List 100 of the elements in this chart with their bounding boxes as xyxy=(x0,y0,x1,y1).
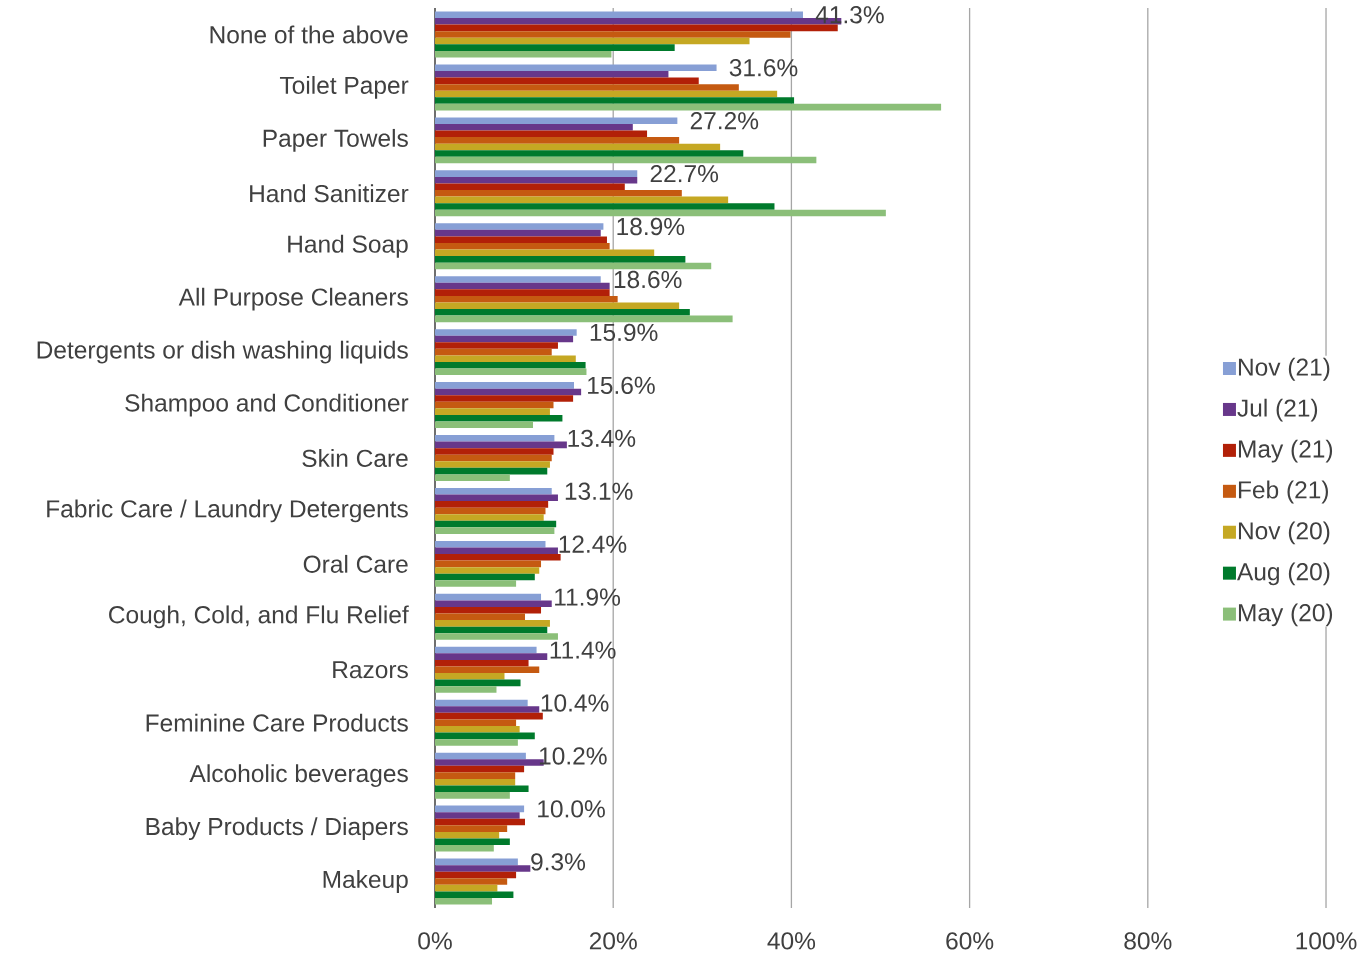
bar xyxy=(435,130,648,138)
x-tick-label: 80% xyxy=(1124,932,1172,950)
bar xyxy=(435,348,552,356)
bar xyxy=(435,865,531,872)
bar xyxy=(435,249,655,257)
bar xyxy=(435,792,510,799)
bar xyxy=(435,567,540,574)
y-tick-label: Hand Sanitizer xyxy=(250,184,409,203)
bar xyxy=(435,825,508,832)
bar xyxy=(435,726,520,733)
data-label: 10.2% xyxy=(539,747,607,765)
data-label: 9.3% xyxy=(531,853,586,871)
bar xyxy=(435,507,546,515)
bar xyxy=(435,137,680,144)
y-tick-label: Paper Towels xyxy=(263,128,408,152)
bar xyxy=(435,24,838,32)
data-label: 41.3% xyxy=(815,6,884,24)
legend-label: Nov (21) xyxy=(1238,357,1330,381)
y-tick-label: None of the above xyxy=(210,25,408,44)
bar xyxy=(435,435,555,442)
bar xyxy=(435,302,680,310)
bar xyxy=(435,236,607,243)
bar xyxy=(435,765,525,773)
bar xyxy=(435,50,612,58)
bar xyxy=(435,573,535,581)
y-tick-label: Hand Soap xyxy=(288,234,408,258)
bar xyxy=(435,613,525,621)
y-tick-label: Cough, Cold, and Flu Relief xyxy=(109,605,409,629)
bar xyxy=(435,401,554,409)
bar xyxy=(435,388,582,396)
data-label: 12.4% xyxy=(559,535,627,553)
bar xyxy=(435,335,574,343)
bar xyxy=(435,203,775,210)
data-label: 15.9% xyxy=(590,323,658,342)
bar xyxy=(435,11,803,19)
bar xyxy=(435,540,546,548)
bar xyxy=(435,527,555,534)
bar xyxy=(435,37,750,45)
bar xyxy=(435,785,529,793)
bar xyxy=(435,739,518,746)
bar xyxy=(435,31,791,38)
bar xyxy=(435,223,604,230)
bar xyxy=(435,871,517,879)
x-tick-label: 60% xyxy=(946,932,994,950)
bar xyxy=(435,897,493,905)
x-tick-label: 40% xyxy=(767,932,816,950)
data-label: 27.2% xyxy=(690,112,759,130)
bar xyxy=(435,183,625,191)
bar xyxy=(435,368,587,376)
legend-label: Aug (20) xyxy=(1237,562,1330,586)
bar xyxy=(435,633,558,640)
bar xyxy=(435,156,817,164)
bar xyxy=(435,262,712,270)
bar xyxy=(435,593,542,601)
bar xyxy=(435,342,558,349)
y-tick-label: Fabric Care / Laundry Detergents xyxy=(47,499,408,523)
bar xyxy=(435,659,529,667)
bar xyxy=(435,520,557,528)
y-tick-label: All Purpose Cleaners xyxy=(178,287,408,311)
data-label: 18.9% xyxy=(617,217,685,236)
x-tick-label: 20% xyxy=(589,932,637,950)
bar xyxy=(435,44,675,51)
bar xyxy=(435,554,561,561)
x-tick-label: 100% xyxy=(1296,932,1357,950)
bar xyxy=(435,699,528,707)
bar xyxy=(435,514,544,521)
bar xyxy=(435,626,548,634)
bar xyxy=(435,441,567,449)
data-label: 11.9% xyxy=(555,588,620,606)
bar xyxy=(435,845,494,852)
bar xyxy=(435,315,733,323)
bar xyxy=(435,414,563,422)
bar xyxy=(435,196,729,204)
bar xyxy=(435,361,586,369)
data-label: 22.7% xyxy=(650,164,719,183)
legend-label: Nov (20) xyxy=(1238,521,1330,545)
bar xyxy=(435,143,721,151)
bar xyxy=(435,309,690,316)
bar xyxy=(435,620,550,627)
bar xyxy=(435,209,886,217)
x-tick-label: 0% xyxy=(418,932,452,950)
y-tick-label: Feminine Care Products xyxy=(146,713,408,732)
bar xyxy=(435,467,548,475)
bar xyxy=(435,487,552,495)
bar xyxy=(435,123,633,131)
bar xyxy=(435,884,498,892)
data-label: 13.1% xyxy=(565,482,633,500)
bar xyxy=(435,732,535,740)
legend-label: May (21) xyxy=(1238,439,1333,463)
bar xyxy=(435,501,549,508)
y-tick-label: Makeup xyxy=(323,870,408,893)
bar xyxy=(435,474,510,481)
bar xyxy=(435,878,508,885)
bar xyxy=(435,97,795,104)
bar xyxy=(435,580,517,587)
data-label: 10.0% xyxy=(538,800,605,818)
bar xyxy=(435,606,542,614)
bar xyxy=(435,891,514,898)
bar xyxy=(435,679,521,687)
bar xyxy=(435,812,520,819)
